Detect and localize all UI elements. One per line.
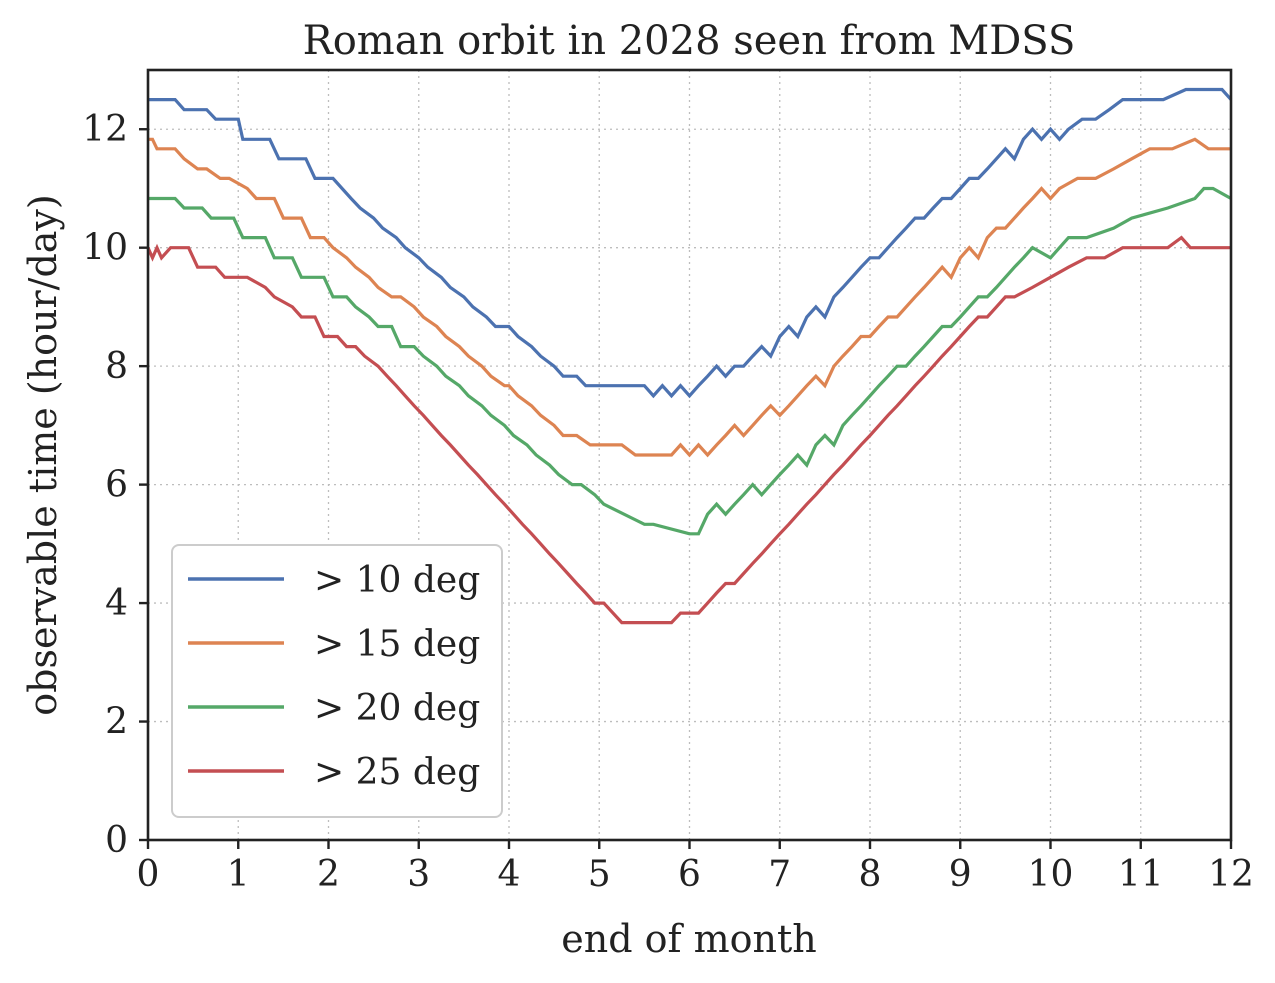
x-tick-label: 3 bbox=[407, 854, 430, 895]
x-tick-label: 7 bbox=[768, 854, 791, 895]
x-tick-label: 5 bbox=[588, 854, 611, 895]
legend-label: > 20 deg bbox=[314, 688, 480, 729]
legend: > 10 deg > 15 deg > 20 deg > 25 deg bbox=[171, 544, 503, 818]
y-tick-label: 8 bbox=[105, 346, 128, 387]
legend-box bbox=[171, 544, 503, 818]
x-tick-label: 10 bbox=[1028, 854, 1074, 895]
y-tick-label: 12 bbox=[82, 109, 128, 150]
y-axis: 0 2 4 6 8 10 12 bbox=[82, 109, 148, 861]
x-tick-label: 1 bbox=[227, 854, 250, 895]
y-tick-label: 2 bbox=[105, 702, 128, 743]
x-tick-label: 6 bbox=[678, 854, 701, 895]
series-line-3 bbox=[148, 186, 1232, 536]
x-tick-label: 9 bbox=[949, 854, 972, 895]
x-tick-label: 12 bbox=[1208, 854, 1254, 895]
x-tick-label: 0 bbox=[137, 854, 160, 895]
x-tick-label: 4 bbox=[498, 854, 521, 895]
x-tick-label: 11 bbox=[1118, 854, 1164, 895]
y-axis-label: observable time (hour/day) bbox=[21, 194, 65, 715]
x-axis: 0 1 2 3 4 5 6 7 8 9 10 11 12 bbox=[137, 840, 1254, 895]
x-tick-label: 8 bbox=[859, 854, 882, 895]
series-line-1 bbox=[148, 87, 1233, 399]
series-line-4 bbox=[146, 235, 1231, 625]
y-tick-label: 0 bbox=[105, 820, 128, 861]
x-axis-label: end of month bbox=[561, 917, 817, 961]
x-tick-label: 2 bbox=[317, 854, 340, 895]
y-tick-label: 10 bbox=[82, 228, 128, 269]
chart-title: Roman orbit in 2028 seen from MDSS bbox=[303, 18, 1076, 64]
legend-label: > 10 deg bbox=[314, 560, 480, 601]
y-tick-label: 4 bbox=[105, 583, 128, 624]
series-line-2 bbox=[148, 137, 1231, 458]
series-layer bbox=[146, 87, 1233, 625]
legend-label: > 15 deg bbox=[314, 624, 480, 665]
legend-label: > 25 deg bbox=[314, 752, 480, 793]
y-tick-label: 6 bbox=[105, 465, 128, 506]
